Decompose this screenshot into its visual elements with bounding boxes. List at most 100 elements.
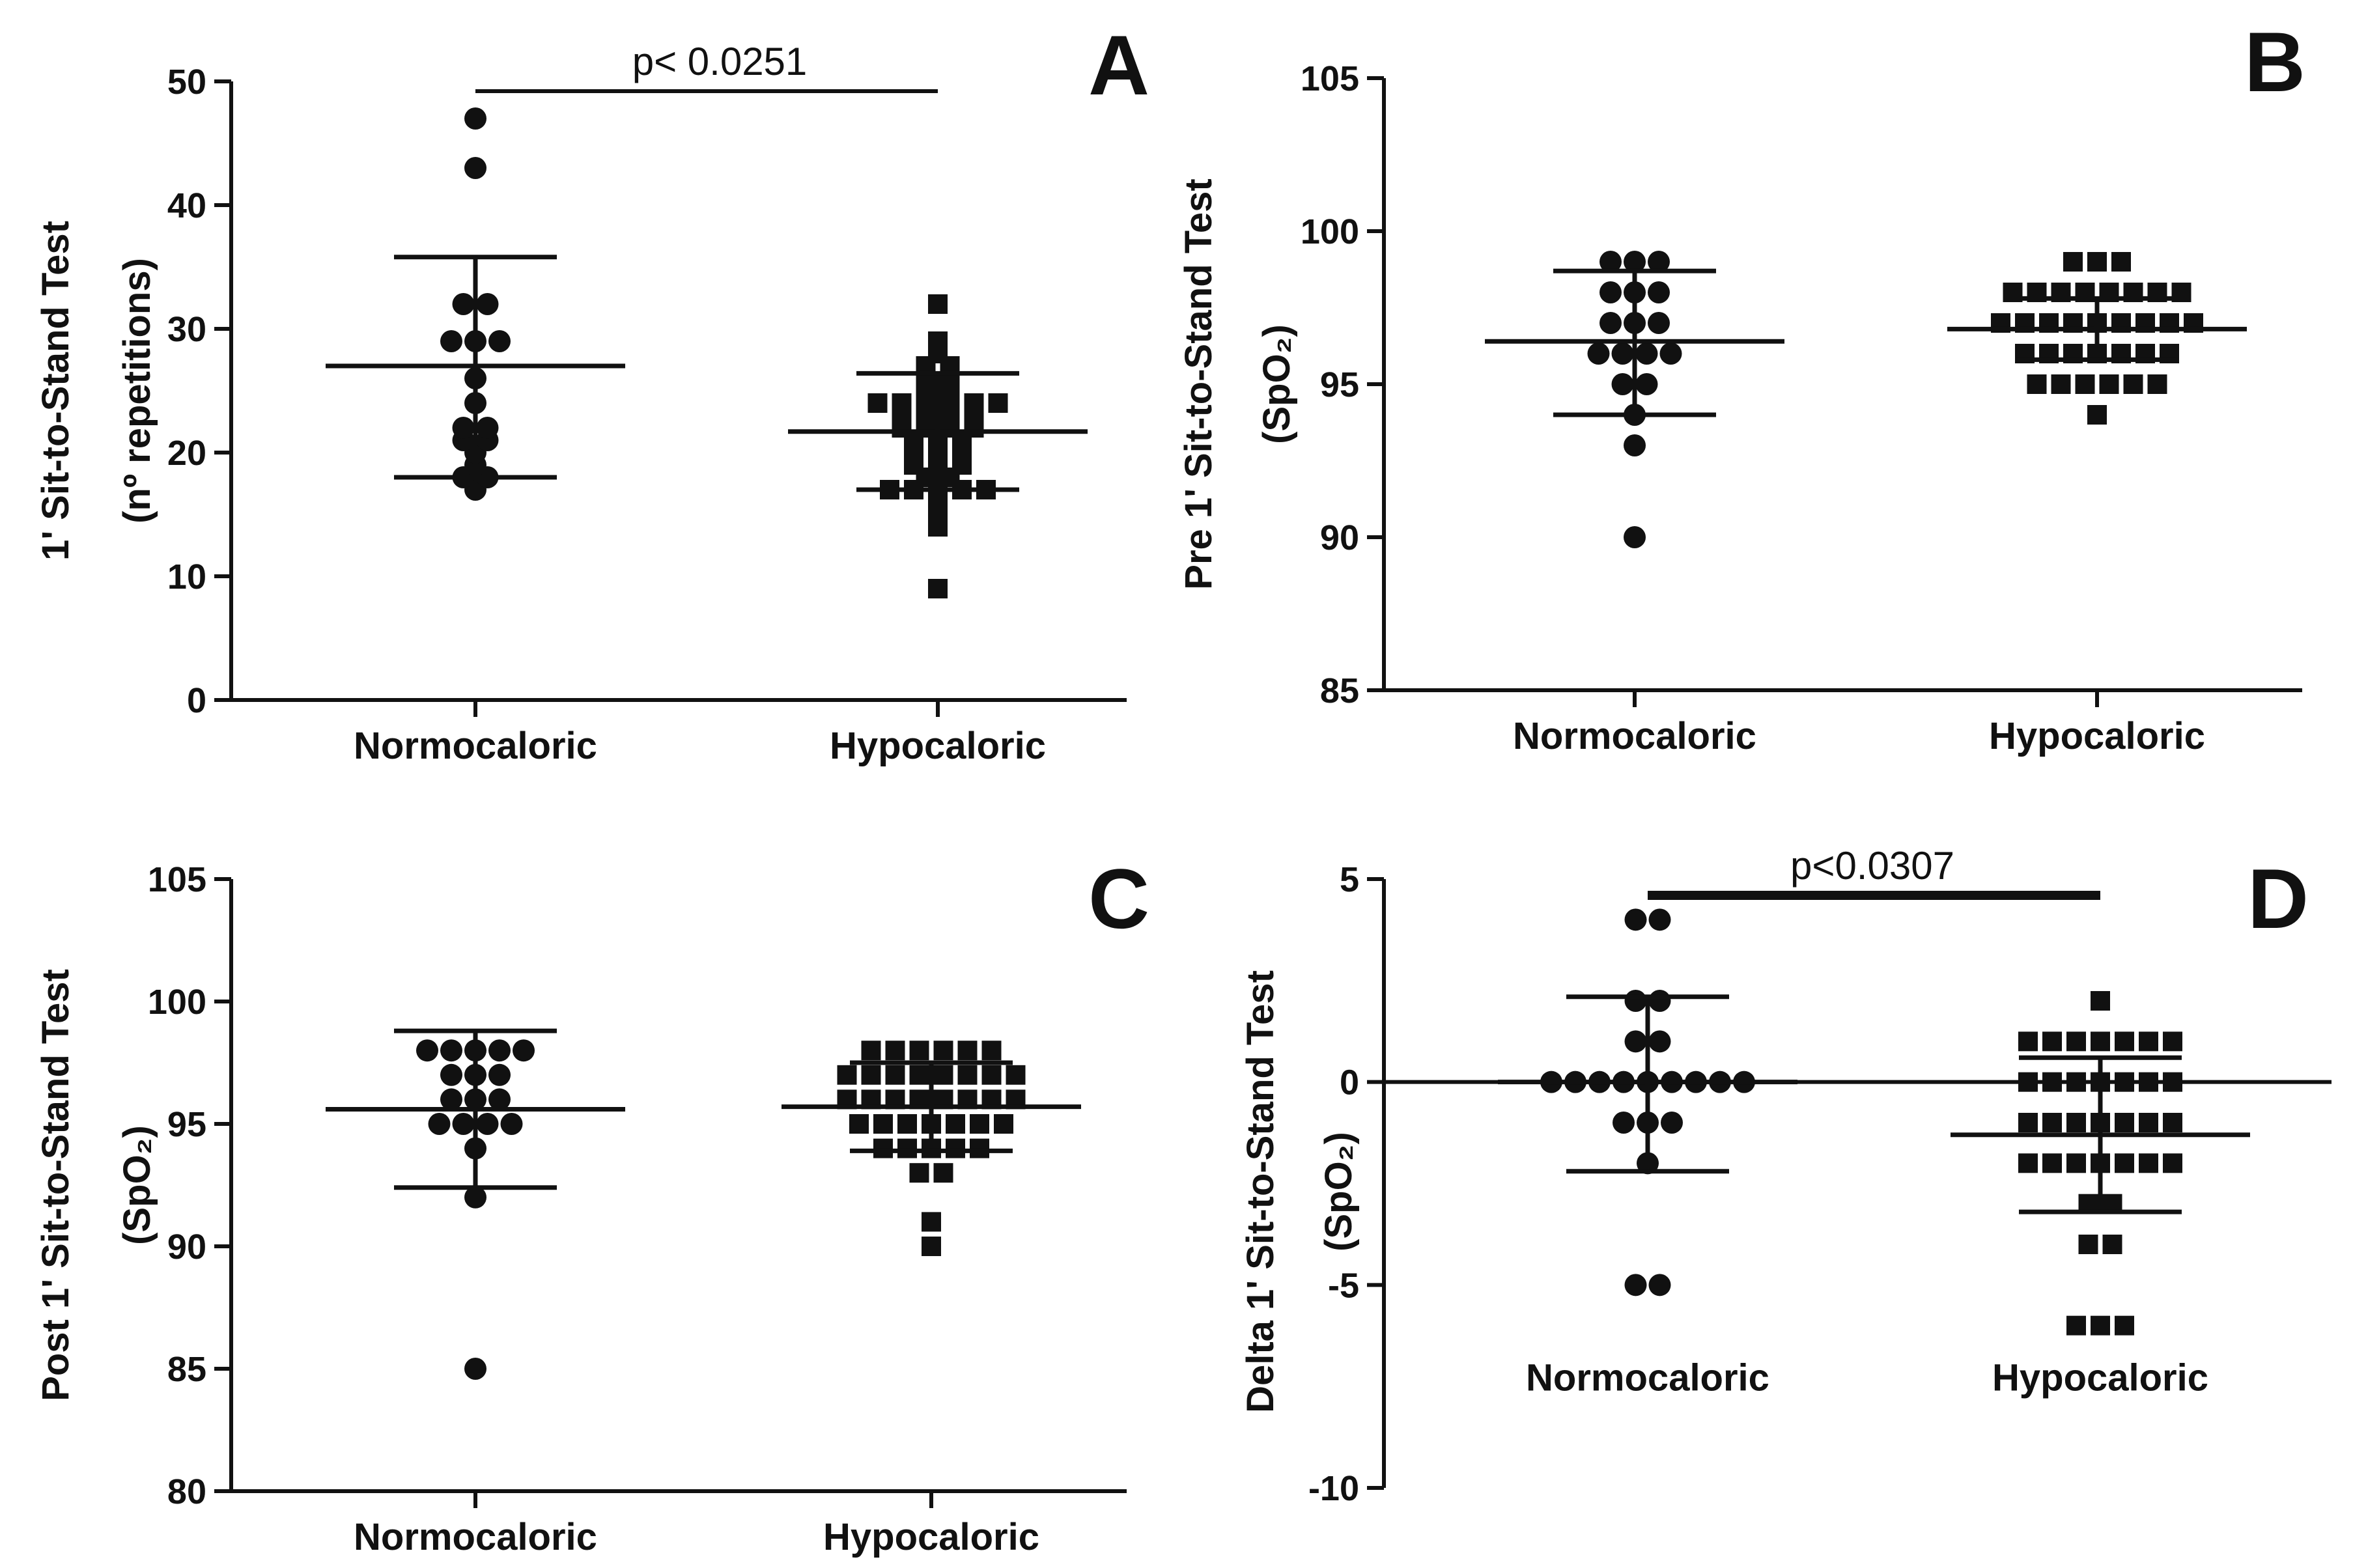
- y-tick-label: 40: [167, 186, 206, 225]
- series-normocaloric: [1498, 908, 1797, 1296]
- data-point: [452, 293, 475, 315]
- data-point: [1648, 908, 1671, 931]
- data-point: [1648, 281, 1670, 303]
- y-axis-label: 1' Sit-to-Stand Test: [35, 221, 77, 561]
- x-tick-label: Hypocaloric: [1992, 1356, 2208, 1399]
- y-tick-label: -10: [1308, 1469, 1359, 1508]
- y-tick-label: 90: [1320, 518, 1359, 557]
- data-point: [2139, 1113, 2158, 1132]
- y-axis-label: (SpO₂): [116, 1125, 158, 1245]
- data-point: [2078, 1235, 2098, 1254]
- data-point: [488, 1063, 511, 1086]
- data-point: [922, 1212, 941, 1232]
- data-point: [1624, 990, 1647, 1012]
- data-point: [897, 1138, 917, 1158]
- y-tick-label: 85: [1320, 671, 1359, 710]
- y-tick-label: 50: [167, 63, 206, 102]
- y-tick-label: 10: [167, 557, 206, 596]
- data-point: [416, 1039, 438, 1062]
- data-point: [981, 1065, 1002, 1085]
- data-point: [464, 1186, 486, 1209]
- data-point: [2115, 1315, 2134, 1336]
- data-point: [488, 1088, 511, 1111]
- series-normocaloric: [1485, 251, 1784, 548]
- data-point: [1635, 343, 1658, 365]
- data-point: [873, 1138, 893, 1158]
- panel-letter: A: [1088, 18, 1149, 113]
- data-point: [440, 330, 462, 352]
- y-axis-label: (SpO₂): [1256, 324, 1298, 444]
- data-point: [2111, 252, 2131, 272]
- significance-label: p< 0.0251: [632, 40, 808, 83]
- data-point: [1599, 251, 1622, 273]
- data-point: [885, 1041, 905, 1061]
- data-point: [957, 1041, 978, 1061]
- data-point: [2163, 1072, 2182, 1092]
- data-point: [2139, 1031, 2158, 1052]
- data-point: [452, 1113, 475, 1135]
- y-tick-label: 95: [1320, 365, 1359, 404]
- data-point: [2115, 1031, 2134, 1052]
- data-point: [1661, 1112, 1683, 1134]
- y-axis-label: Pre 1' Sit-to-Stand Test: [1177, 178, 1220, 589]
- data-point: [2027, 374, 2047, 394]
- data-point: [2042, 1031, 2062, 1052]
- data-point: [2163, 1031, 2182, 1052]
- data-point: [1648, 312, 1670, 334]
- series-normocaloric: [326, 107, 625, 501]
- data-point: [1624, 908, 1647, 931]
- data-point: [885, 1065, 905, 1085]
- data-point: [2018, 1113, 2038, 1132]
- data-point: [1648, 990, 1671, 1012]
- data-point: [2115, 1153, 2134, 1173]
- data-point: [1599, 281, 1622, 303]
- data-point: [909, 1041, 929, 1061]
- data-point: [909, 1065, 929, 1085]
- data-point: [2091, 1031, 2110, 1052]
- data-point: [2066, 1153, 2086, 1173]
- data-point: [1659, 343, 1682, 365]
- data-point: [1648, 251, 1670, 273]
- data-point: [464, 157, 486, 179]
- data-point: [2018, 1072, 2038, 1092]
- data-point: [2018, 1153, 2038, 1173]
- y-tick-label: 0: [1340, 1063, 1359, 1102]
- data-point: [2099, 374, 2119, 394]
- data-point: [2066, 1113, 2086, 1132]
- data-point: [500, 1113, 523, 1135]
- data-point: [1648, 1030, 1671, 1053]
- data-point: [957, 1065, 978, 1085]
- data-point: [988, 393, 1008, 413]
- data-point: [2091, 991, 2110, 1011]
- y-axis-label: (SpO₂): [1317, 1132, 1360, 1252]
- panel-letter: B: [2244, 14, 2305, 109]
- data-point: [897, 1114, 917, 1134]
- data-point: [1635, 373, 1658, 395]
- y-tick-label: 30: [167, 310, 206, 349]
- data-point: [981, 1041, 1002, 1061]
- data-point: [867, 393, 888, 413]
- data-point: [488, 1039, 511, 1062]
- series-hypocaloric: [1951, 991, 2250, 1336]
- data-point: [2091, 1315, 2110, 1336]
- y-axis-label: (nº repetitions): [116, 258, 158, 524]
- data-point: [2139, 1072, 2158, 1092]
- panel-d: -10 -5 0 5 Normocaloric Hypocaloric Delta 1' S…: [1239, 844, 2332, 1508]
- data-point: [2123, 374, 2143, 394]
- data-point: [2147, 374, 2167, 394]
- data-point: [873, 1114, 893, 1134]
- data-point: [440, 1063, 462, 1086]
- y-tick-label: 5: [1340, 860, 1359, 899]
- panel-a: 0 10 20 30 40 50 Normocaloric Hypocaloric 1' Sit…: [35, 18, 1149, 767]
- data-point: [2066, 1072, 2086, 1092]
- data-point: [964, 393, 984, 413]
- data-point: [933, 1041, 953, 1061]
- series-normocaloric: [326, 1028, 625, 1380]
- data-point: [849, 1114, 869, 1134]
- data-point: [1648, 1274, 1671, 1296]
- data-point: [2115, 1113, 2134, 1132]
- data-point: [464, 1358, 486, 1380]
- data-point: [2075, 374, 2095, 394]
- data-point: [928, 331, 948, 351]
